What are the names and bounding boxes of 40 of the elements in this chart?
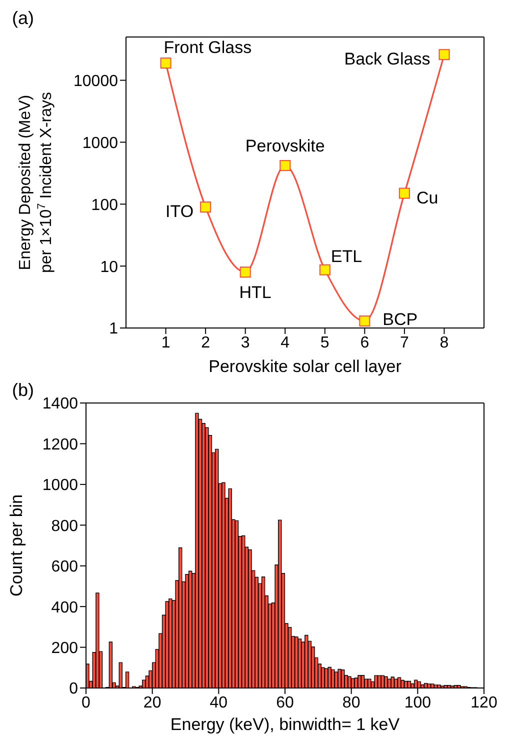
annotation: Back Glass	[344, 50, 430, 69]
x-tick-label: 100	[404, 694, 432, 712]
y-tick-label: 1	[109, 320, 118, 338]
y-tick-label: 0	[69, 680, 78, 698]
y-axis-title: Count per bin	[7, 494, 26, 597]
annotation: ITO	[166, 202, 194, 222]
y-tick-label: 100	[91, 196, 118, 214]
x-tick-label: 3	[240, 334, 250, 352]
y-tick-label: 1000	[82, 134, 118, 152]
y-tick-label: 600	[51, 558, 78, 576]
chart-title: (b)	[12, 380, 34, 401]
y-tick-label: 800	[51, 518, 78, 535]
x-tick-label: 60	[276, 694, 294, 712]
x-tick-label: 80	[342, 694, 360, 712]
annotation: Perovskite	[245, 136, 325, 156]
y-tick-label: 10000	[74, 72, 118, 90]
x-tick-label: 5	[320, 334, 330, 352]
x-tick-label: 6	[360, 334, 370, 352]
x-axis-title: Energy (keV), binwidth= 1 keV	[170, 715, 400, 734]
x-tick-label: 20	[143, 694, 162, 712]
annotation: BCP	[382, 310, 418, 329]
annotation: Cu	[416, 188, 438, 208]
x-tick-label: 7	[400, 334, 409, 352]
annotation: Front Glass	[164, 38, 252, 58]
x-tick-label: 40	[210, 694, 228, 712]
y-tick-label: 1200	[42, 436, 78, 454]
x-tick-label: 1	[161, 334, 170, 352]
chart-title: (a)	[12, 8, 34, 29]
x-axis-title: Perovskite solar cell layer	[208, 357, 402, 376]
x-tick-label: 8	[440, 334, 449, 352]
x-tick-label: 4	[280, 334, 290, 352]
annotation: HTL	[239, 283, 272, 302]
x-tick-label: 120	[470, 694, 498, 712]
annotation: ETL	[330, 246, 362, 266]
x-tick-label: 2	[201, 334, 210, 352]
y-tick-label: 200	[51, 640, 78, 657]
y-tick-label: 400	[51, 599, 78, 616]
y-tick-label: 1000	[42, 477, 78, 494]
y-tick-label: 10	[100, 258, 118, 276]
y-tick-label: 1400	[42, 396, 78, 413]
